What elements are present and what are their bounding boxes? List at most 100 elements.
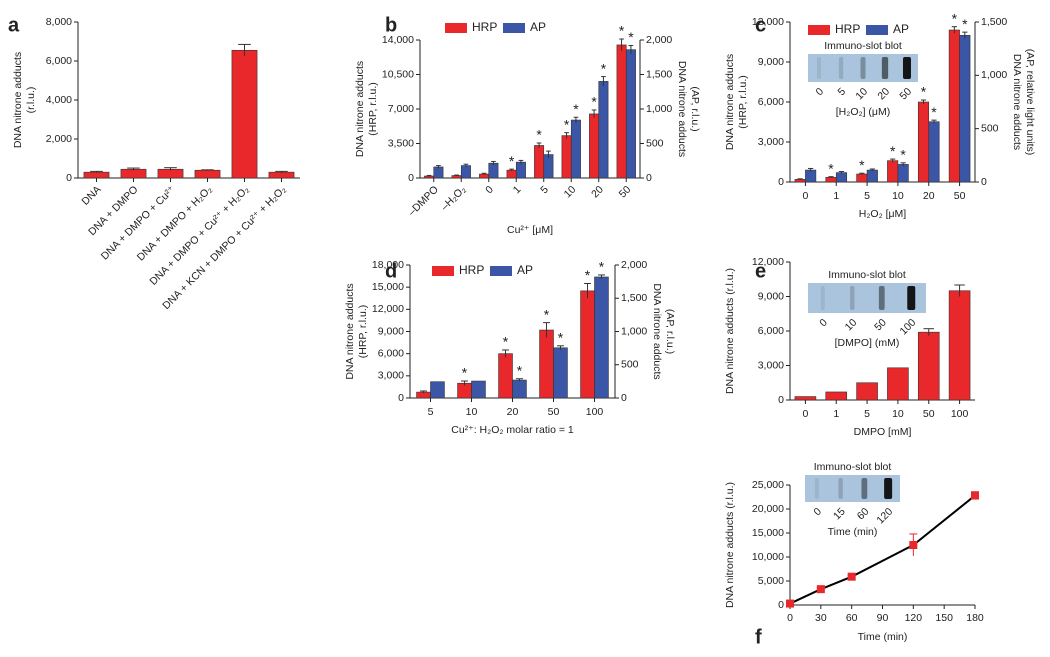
bar	[561, 135, 572, 179]
significance-marker: *	[591, 94, 597, 110]
y2-tick-label: 0	[981, 176, 987, 188]
x-tick-label: 20	[589, 183, 606, 200]
bar	[856, 173, 868, 183]
bar	[460, 165, 471, 179]
bar	[488, 162, 499, 179]
x-tick-label: 120	[905, 612, 923, 624]
legend-label: HRP	[459, 263, 484, 277]
legend-swatch	[866, 25, 888, 35]
y2-axis-title: (AP, r.l.u.)	[689, 86, 701, 131]
y-tick-label: 6,000	[378, 347, 404, 359]
y-tick-label: 0	[778, 394, 784, 406]
x-tick-label: –H₂O₂	[439, 184, 469, 214]
y-tick-label: 15,000	[752, 527, 784, 539]
x-tick-label: 5	[864, 408, 870, 420]
inset-lane-label: 15	[831, 505, 848, 522]
x-tick-label: 20	[923, 190, 935, 202]
bar	[887, 367, 909, 401]
x-tick-label: 50	[548, 406, 560, 418]
y-tick-label: 4,000	[46, 94, 72, 106]
y-tick-label: 3,500	[388, 137, 414, 149]
bar	[433, 166, 444, 179]
legend-swatch	[490, 266, 512, 276]
significance-marker: *	[952, 10, 958, 26]
significance-marker: *	[828, 160, 834, 176]
blot-band	[860, 57, 866, 79]
bar	[616, 44, 627, 179]
x-tick-label: 100	[586, 406, 604, 418]
y2-tick-label: 500	[981, 122, 999, 134]
y2-axis-title: DNA nitrone adducts	[1011, 54, 1023, 150]
significance-marker: *	[900, 147, 906, 163]
bar	[887, 160, 899, 183]
inset-lane-label: 50	[872, 316, 889, 333]
panel-label: f	[755, 626, 762, 648]
y-tick-label: 9,000	[758, 56, 784, 68]
y-tick-label: 12,000	[752, 256, 784, 268]
x-axis-title: Time (min)	[858, 631, 908, 643]
y2-axis-title: (AP, r.l.u.)	[664, 309, 676, 354]
blot-band	[881, 57, 889, 79]
inset-lane-label: 0	[817, 316, 830, 329]
inset-title: Immuno-slot blot	[824, 40, 902, 52]
bar	[83, 171, 110, 179]
x-tick-label: 180	[966, 612, 984, 624]
y-tick-label: 3,000	[378, 370, 404, 382]
y-tick-label: 10,000	[752, 551, 784, 563]
significance-marker: *	[890, 143, 896, 159]
x-tick-label: 1	[833, 408, 839, 420]
y2-tick-label: 1,500	[646, 68, 672, 80]
y2-tick-label: 1,000	[981, 69, 1007, 81]
x-axis-title: DMPO [mM]	[854, 426, 912, 438]
y-tick-label: 8,000	[46, 16, 72, 28]
x-tick-label: 50	[923, 408, 935, 420]
x-tick-label: 60	[846, 612, 858, 624]
y-axis-title: (HRP, r.l.u.)	[737, 75, 749, 128]
blot-band	[820, 286, 825, 310]
y-tick-label: 12,000	[752, 16, 784, 28]
panel-label: a	[8, 14, 20, 36]
bar	[539, 329, 554, 399]
bar	[506, 169, 517, 179]
x-tick-label: 5	[864, 190, 870, 202]
blot-membrane	[808, 54, 918, 82]
y-tick-label: 5,000	[758, 575, 784, 587]
y2-axis-title: (AP, relative light units)	[1024, 49, 1036, 156]
blot-band	[903, 57, 911, 79]
y-tick-label: 18,000	[372, 259, 404, 271]
significance-marker: *	[599, 259, 605, 275]
y-tick-label: 3,000	[758, 136, 784, 148]
significance-marker: *	[573, 101, 579, 117]
blot-membrane	[808, 283, 926, 313]
bar	[589, 113, 600, 179]
panel-label: c	[755, 14, 766, 36]
y-tick-label: 10,500	[382, 68, 414, 80]
bar	[897, 164, 909, 183]
bar	[580, 290, 595, 399]
x-tick-label: 1	[833, 190, 839, 202]
x-tick-label: –DMPO	[406, 184, 441, 219]
inset-lane-label: 120	[874, 505, 895, 526]
x-tick-label: 20	[507, 406, 519, 418]
y-tick-label: 3,000	[758, 359, 784, 371]
x-tick-label: 0	[802, 190, 808, 202]
bar	[498, 353, 513, 399]
y2-tick-label: 1,500	[621, 292, 647, 304]
bar	[856, 382, 878, 401]
significance-marker: *	[619, 23, 625, 39]
significance-marker: *	[585, 267, 591, 283]
bar	[598, 81, 609, 179]
inset-lane-label: 20	[875, 85, 892, 102]
legend-swatch	[432, 266, 454, 276]
bar	[948, 29, 960, 183]
inset-lane-label: 10	[853, 85, 870, 102]
significance-marker: *	[558, 330, 564, 346]
significance-marker: *	[536, 127, 542, 143]
y2-tick-label: 0	[621, 392, 627, 404]
blot-band	[838, 478, 843, 499]
panel-label: b	[385, 14, 397, 36]
x-tick-label: 50	[617, 183, 634, 200]
significance-marker: *	[601, 60, 607, 76]
